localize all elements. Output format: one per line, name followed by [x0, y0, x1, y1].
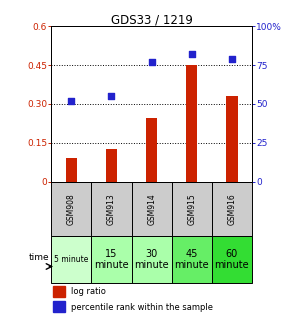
Bar — [212, 236, 252, 283]
Text: 5 minute: 5 minute — [54, 255, 88, 264]
Text: log ratio: log ratio — [71, 287, 106, 296]
Text: time: time — [29, 253, 49, 262]
Text: GSM913: GSM913 — [107, 193, 116, 225]
Bar — [172, 182, 212, 236]
Text: GSM916: GSM916 — [227, 193, 236, 225]
Text: GSM908: GSM908 — [67, 193, 76, 225]
Point — [69, 98, 74, 103]
Bar — [186, 65, 197, 182]
Bar — [172, 236, 212, 283]
Bar — [53, 286, 65, 297]
Bar — [132, 236, 172, 283]
Bar — [212, 182, 252, 236]
Text: 45
minute: 45 minute — [174, 249, 209, 270]
Bar — [53, 301, 65, 312]
Bar — [146, 118, 157, 182]
Bar — [132, 182, 172, 236]
Text: GSM915: GSM915 — [187, 193, 196, 225]
Bar — [91, 182, 132, 236]
Point — [230, 56, 234, 61]
Title: GDS33 / 1219: GDS33 / 1219 — [111, 13, 193, 26]
Bar — [106, 149, 117, 182]
Bar — [226, 96, 238, 182]
Text: percentile rank within the sample: percentile rank within the sample — [71, 302, 213, 312]
Bar — [91, 236, 132, 283]
Text: 15
minute: 15 minute — [94, 249, 129, 270]
Point — [190, 52, 194, 57]
Text: GSM914: GSM914 — [147, 193, 156, 225]
Text: 60
minute: 60 minute — [214, 249, 249, 270]
Text: 30
minute: 30 minute — [134, 249, 169, 270]
Point — [109, 94, 114, 99]
Point — [149, 59, 154, 64]
Bar — [66, 158, 77, 182]
Bar — [51, 236, 91, 283]
Bar — [51, 182, 91, 236]
